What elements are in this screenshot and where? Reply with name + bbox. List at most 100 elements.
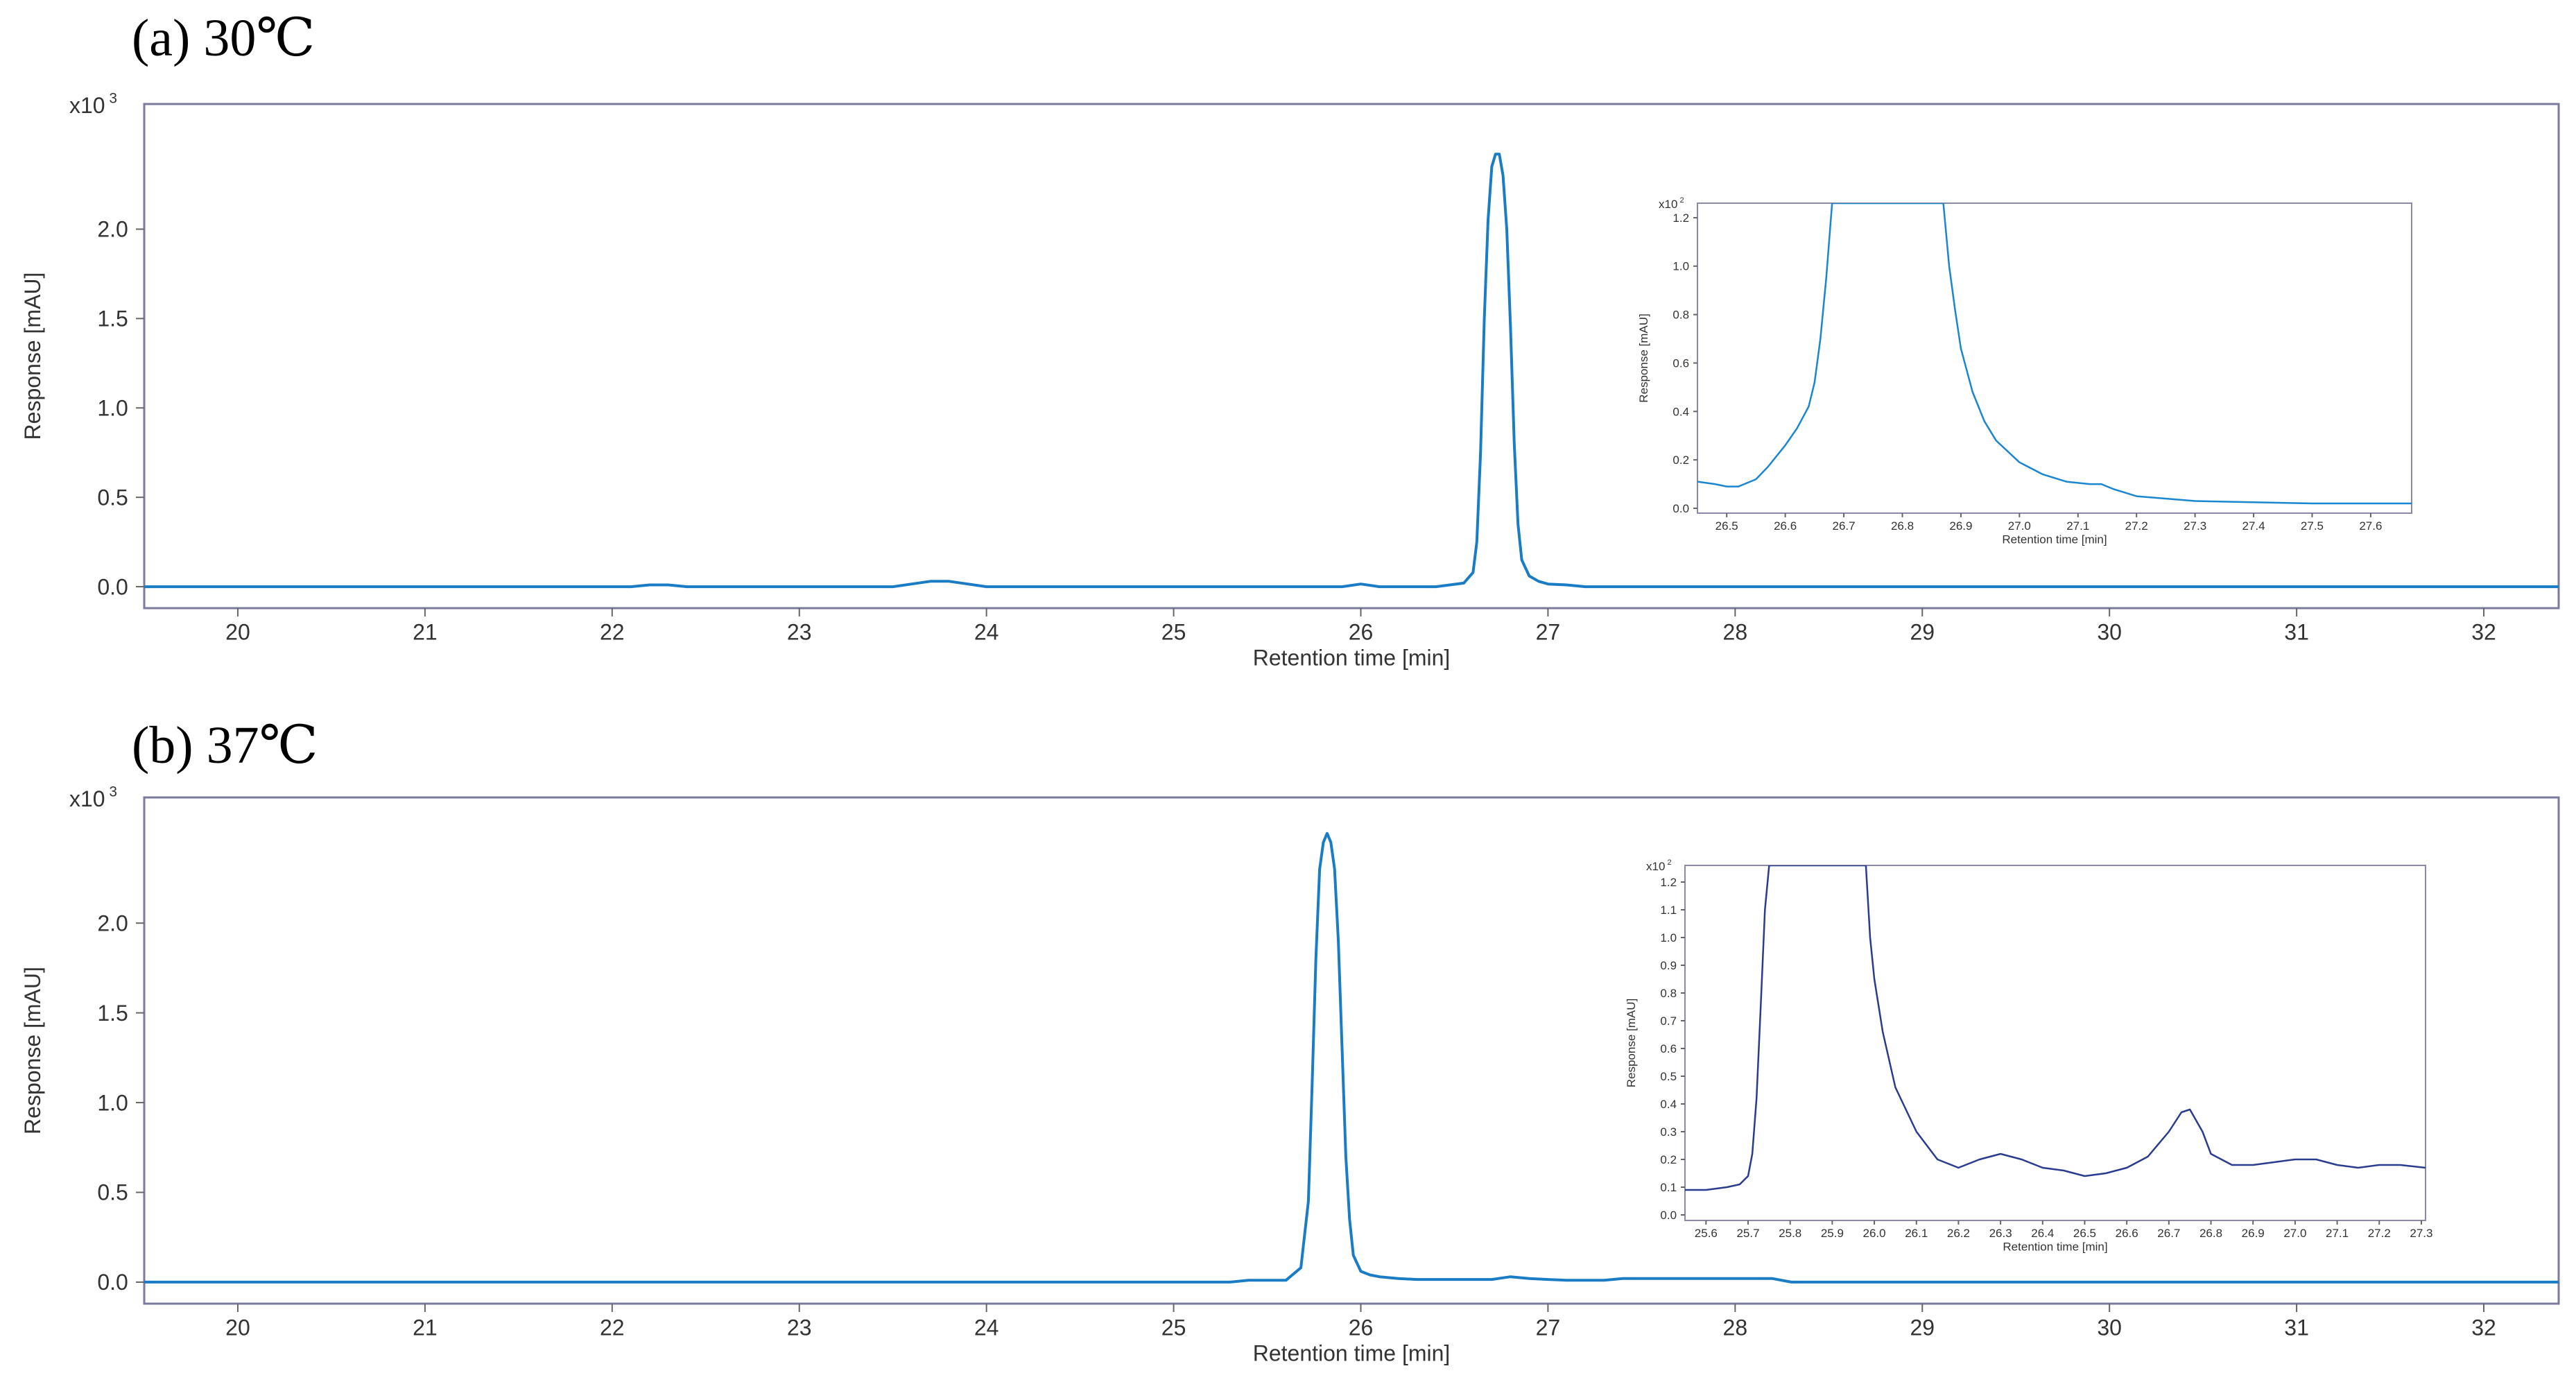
x-tick-label: 25 [1161,620,1186,645]
inset-x-tick-label: 26.8 [1891,519,1914,533]
inset-x-tick-label: 27.2 [2125,519,2148,533]
inset-y-tick-label: 1.2 [1672,211,1689,225]
x-tick-label: 27 [1536,620,1561,645]
inset-x-axis-label: Retention time [min] [2002,533,2107,546]
inset-x-tick-label: 27.2 [2368,1227,2391,1240]
x-tick-label: 22 [600,1315,625,1340]
inset-x-tick-label: 27.3 [2410,1227,2432,1240]
inset-y-multiplier: x10 2 [1646,858,1672,873]
inset-y-tick-label: 0.0 [1672,502,1689,515]
inset-x-tick-label: 27.1 [2326,1227,2349,1240]
inset-x-tick-label: 26.4 [2031,1227,2054,1240]
inset-chart: 25.6 25.7 25.8 25.9 26.0 26.1 26.2 26.3 26.4 26.5… [1625,858,2432,1253]
y-tick-label: 0.5 [97,1180,128,1205]
inset-y-tick-label: 1.0 [1660,931,1677,944]
x-tick-label: 22 [600,620,625,645]
x-tick-label: 28 [1723,1315,1748,1340]
inset-y-tick-label: 0.1 [1660,1181,1677,1194]
y-multiplier: x10 3 [69,90,117,117]
x-tick-label: 24 [974,620,999,645]
panel-title: (b) 37℃ [132,716,318,775]
inset-x-tick-label: 26.1 [1905,1227,1928,1240]
inset-y-tick-label: 0.8 [1660,987,1677,1000]
x-tick-label: 32 [2471,1315,2496,1340]
panel-a: (a) 30℃ 20 21 22 23 24 25 26 27 28 29 30 31 32 0.0 0.5 1… [20,9,2559,670]
inset-y-tick-label: 0.5 [1660,1070,1677,1083]
inset-x-tick-label: 26.3 [1989,1227,2012,1240]
inset-y-tick-label: 1.2 [1660,876,1677,889]
inset-y-tick-label: 0.6 [1672,356,1689,370]
inset-x-tick-label: 25.9 [1821,1227,1844,1240]
inset-y-axis-label: Response [mAU] [1637,313,1650,403]
x-tick-label: 29 [1910,620,1935,645]
inset-x-axis-label: Retention time [min] [2003,1240,2107,1253]
y-tick-label: 2.0 [97,217,128,242]
x-tick-label: 31 [2284,1315,2309,1340]
inset-x-tick-label: 27.5 [2301,519,2324,533]
inset-x-tick-label: 25.6 [1695,1227,1718,1240]
inset-x-tick-label: 27.0 [2008,519,2031,533]
inset-x-tick-label: 26.7 [2157,1227,2180,1240]
y-tick-label: 1.5 [97,1001,128,1026]
inset-y-tick-label: 0.0 [1660,1209,1677,1222]
x-tick-label: 23 [787,1315,812,1340]
inset-x-tick-label: 26.5 [2073,1227,2096,1240]
inset-x-tick-label: 26.9 [2242,1227,2265,1240]
x-tick-label: 31 [2284,620,2309,645]
y-multiplier: x10 3 [69,784,117,811]
inset-x-tick-label: 26.6 [2116,1227,2138,1240]
inset-y-tick-label: 1.1 [1660,904,1677,917]
inset-plot-frame [1697,203,2412,513]
x-tick-label: 20 [225,620,250,645]
x-tick-label: 21 [413,620,438,645]
x-tick-label: 32 [2471,620,2496,645]
y-tick-label: 1.5 [97,306,128,331]
inset-y-tick-label: 0.9 [1660,959,1677,972]
x-tick-label: 30 [2097,620,2122,645]
inset-x-tick-label: 27.6 [2359,519,2382,533]
x-tick-label: 26 [1349,1315,1374,1340]
inset-x-tick-label: 26.7 [1833,519,1856,533]
inset-y-tick-label: 0.2 [1672,454,1689,467]
inset-x-tick-label: 26.2 [1947,1227,1970,1240]
inset-y-tick-label: 0.2 [1660,1153,1677,1166]
inset-x-tick-label: 27.4 [2242,519,2265,533]
inset-y-tick-label: 0.7 [1660,1014,1677,1028]
x-axis-label: Retention time [min] [1253,645,1451,670]
x-tick-label: 25 [1161,1315,1186,1340]
inset-x-tick-label: 25.7 [1736,1227,1759,1240]
panel-title: (a) 30℃ [132,9,315,67]
inset-x-tick-label: 26.6 [1774,519,1797,533]
x-tick-label: 29 [1910,1315,1935,1340]
y-tick-label: 0.0 [97,574,128,599]
x-tick-label: 26 [1349,620,1374,645]
x-tick-label: 20 [225,1315,250,1340]
x-tick-label: 27 [1536,1315,1561,1340]
inset-x-tick-label: 26.0 [1863,1227,1886,1240]
inset-x-tick-label: 27.3 [2184,519,2206,533]
inset-x-tick-label: 26.9 [1949,519,1972,533]
x-axis-label: Retention time [min] [1253,1340,1451,1365]
y-tick-label: 1.0 [97,1090,128,1115]
inset-y-tick-label: 1.0 [1672,260,1689,273]
y-tick-label: 1.0 [97,395,128,420]
panel-b: (b) 37℃ 20 21 22 23 24 25 26 27 28 29 30 31 32 0.0 0.5 1… [20,716,2559,1365]
inset-plot-frame [1685,865,2426,1220]
inset-y-axis-label: Response [mAU] [1625,999,1638,1088]
inset-x-tick-label: 26.5 [1715,519,1738,533]
inset-y-tick-label: 0.4 [1660,1098,1677,1111]
y-tick-label: 0.5 [97,485,128,510]
inset-y-tick-label: 0.8 [1672,309,1689,322]
x-tick-label: 23 [787,620,812,645]
inset-y-tick-label: 0.4 [1672,405,1689,418]
x-tick-label: 21 [413,1315,438,1340]
y-tick-label: 2.0 [97,910,128,935]
inset-x-tick-label: 25.8 [1779,1227,1801,1240]
y-axis-label: Response [mAU] [20,967,45,1134]
inset-y-multiplier: x10 2 [1659,196,1684,211]
x-tick-label: 24 [974,1315,999,1340]
x-tick-label: 28 [1723,620,1748,645]
inset-chart: 26.5 26.6 26.7 26.8 26.9 27.0 27.1 27.2 27.3 27.4… [1637,196,2412,546]
inset-x-tick-label: 27.0 [2283,1227,2306,1240]
